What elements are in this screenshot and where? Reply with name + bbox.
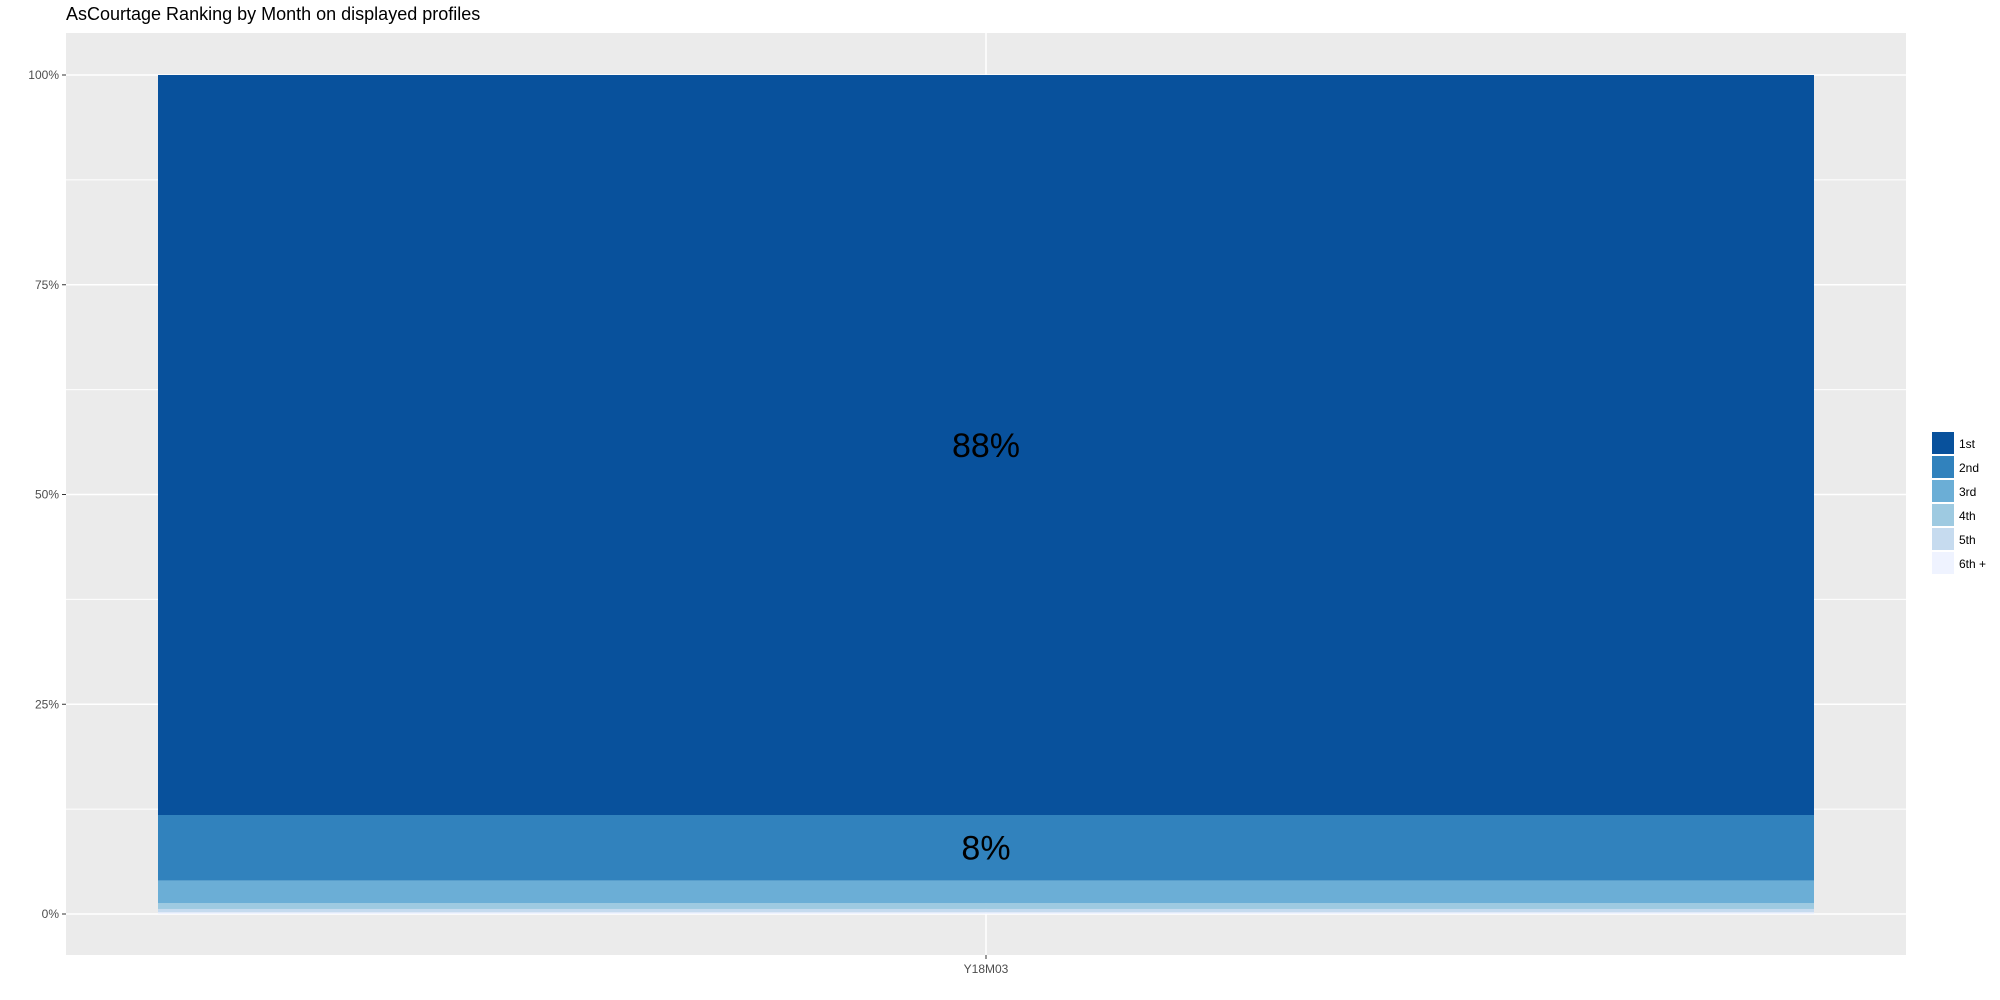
- legend-label-4th: 4th: [1959, 509, 1976, 523]
- legend-label-2nd: 2nd: [1959, 461, 1979, 475]
- bar-segment-5th: [158, 908, 1814, 913]
- legend-key-5th: [1932, 528, 1954, 550]
- legend-label-6th: 6th +: [1959, 557, 1986, 571]
- legend-key-1st: [1932, 432, 1954, 454]
- bar-segment-3rd: [158, 880, 1814, 904]
- y-tick-label: 50%: [35, 488, 59, 502]
- legend-label-5th: 5th: [1959, 533, 1976, 547]
- y-tick-label: 75%: [35, 278, 59, 292]
- bar-segment-2nd: [158, 814, 1814, 881]
- bar-segment-1st: [158, 75, 1814, 815]
- bar-segment-6th: [158, 912, 1814, 914]
- data-label-2nd: 8%: [961, 830, 1010, 868]
- x-axis: Y18M03: [964, 955, 1009, 976]
- bar-stack: [158, 75, 1814, 914]
- y-tick-label: 100%: [28, 68, 59, 82]
- legend-label-1st: 1st: [1959, 437, 1976, 451]
- legend-label-3rd: 3rd: [1959, 485, 1976, 499]
- y-tick-label: 25%: [35, 697, 59, 711]
- legend: 1st 2nd 3rd 4th 5th 6th +: [1932, 432, 1986, 574]
- y-axis: 0% 25% 50% 75% 100%: [28, 68, 66, 921]
- legend-key-2nd: [1932, 456, 1954, 478]
- bar-segment-4th: [158, 903, 1814, 909]
- y-tick-label: 0%: [42, 907, 60, 921]
- data-labels: 88% 8%: [952, 427, 1020, 868]
- chart-title: AsCourtage Ranking by Month on displayed…: [66, 4, 481, 24]
- legend-key-6th: [1932, 552, 1954, 574]
- x-tick-label: Y18M03: [964, 962, 1009, 976]
- data-label-1st: 88%: [952, 427, 1020, 465]
- legend-key-4th: [1932, 504, 1954, 526]
- legend-key-3rd: [1932, 480, 1954, 502]
